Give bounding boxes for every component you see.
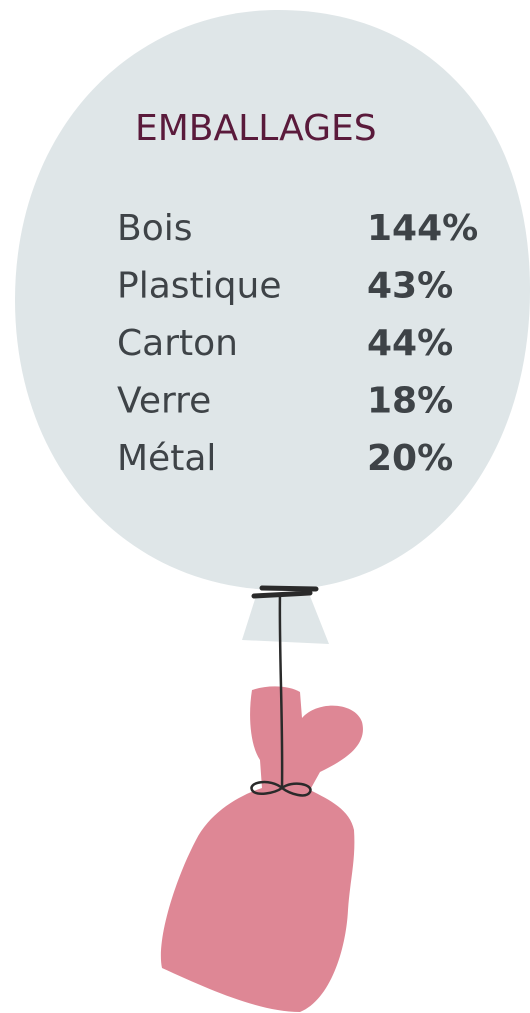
row-value: 144% <box>367 208 478 249</box>
row-value: 18% <box>367 381 453 422</box>
row-label: Carton <box>117 323 238 364</box>
page: EMBALLAGES Bois 144% Plastique 43% Carton 44%… <box>0 0 530 1013</box>
row-label: Métal <box>117 438 216 479</box>
balloon-neck <box>242 596 329 644</box>
knot <box>254 588 316 596</box>
row-label: Plastique <box>117 266 281 307</box>
row-value: 43% <box>367 266 453 307</box>
row-value: 20% <box>367 438 453 479</box>
row-label: Verre <box>117 381 211 422</box>
row-value: 44% <box>367 323 453 364</box>
title: EMBALLAGES <box>135 108 377 149</box>
bag <box>161 686 363 1012</box>
row-label: Bois <box>117 208 192 249</box>
balloon-infographic: EMBALLAGES Bois 144% Plastique 43% Carton 44%… <box>0 0 530 1013</box>
